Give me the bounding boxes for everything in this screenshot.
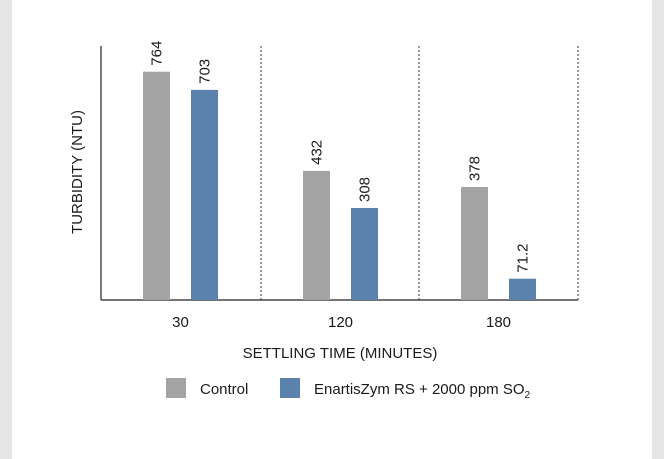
bars-group: [143, 71, 536, 301]
data-label: 703: [197, 59, 214, 84]
x-tick-label: 180: [486, 314, 511, 331]
bar-treated-180: [509, 278, 536, 300]
chart-frame: [12, 0, 652, 459]
data-labels-group: 764 703 432 308 378 71.2: [149, 41, 532, 273]
x-axis-label: SETTLING TIME (MINUTES): [243, 345, 438, 362]
legend-label-treated: EnartisZym RS + 2000 ppm SO2: [314, 381, 531, 401]
bar-treated-30: [191, 89, 218, 301]
x-tick-labels-group: 30 120 180: [172, 314, 511, 331]
legend-label-treated-subscript: 2: [525, 390, 531, 401]
legend-label-control: Control: [200, 381, 248, 398]
bar-control-30: [143, 71, 170, 300]
x-tick-label: 30: [172, 314, 189, 331]
data-label: 764: [149, 41, 166, 66]
bar-control-180: [461, 187, 488, 300]
legend-swatch-treated: [280, 378, 300, 398]
bar-treated-120: [351, 208, 378, 300]
data-label: 432: [309, 140, 326, 165]
bar-control-120: [303, 170, 330, 300]
x-tick-label: 120: [328, 314, 353, 331]
data-label: 308: [357, 177, 374, 202]
legend-label-treated-main: EnartisZym RS + 2000 ppm SO: [314, 381, 525, 398]
legend: Control EnartisZym RS + 2000 ppm SO2: [166, 378, 531, 401]
data-label: 71.2: [515, 243, 532, 272]
y-axis-label: TURBIDITY (NTU): [69, 110, 86, 234]
data-label: 378: [467, 156, 484, 181]
legend-swatch-control: [166, 378, 186, 398]
